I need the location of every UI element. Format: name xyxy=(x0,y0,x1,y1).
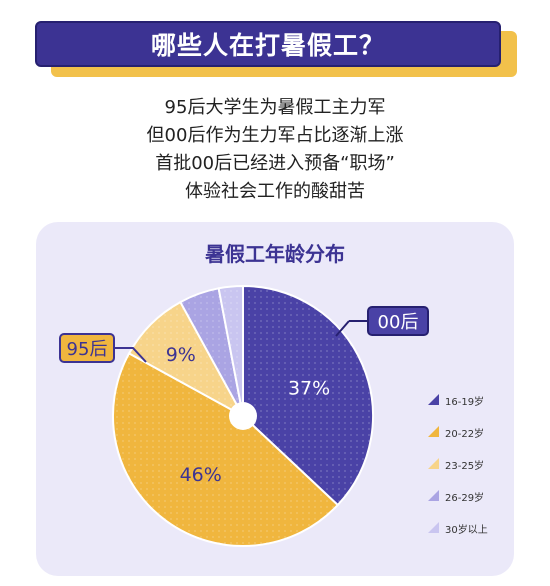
legend-label: 16-19岁 xyxy=(445,397,485,408)
legend-label: 23-25岁 xyxy=(445,461,485,472)
intro-text: 95后大学生为暑假工主力军 但00后作为生力军占比逐渐上涨 首批00后已经进入预… xyxy=(0,94,550,206)
pie-center-hole xyxy=(229,402,257,430)
legend-swatch xyxy=(428,426,439,437)
intro-line-3: 首批00后已经进入预备“职场” xyxy=(155,153,395,174)
pie-slice-texture xyxy=(112,353,338,547)
legend-swatch xyxy=(428,394,439,405)
legend-label: 30岁以上 xyxy=(445,525,488,536)
title-banner: 哪些人在打暑假工？ xyxy=(35,21,501,67)
legend-item-26-29: 26-29岁 xyxy=(428,488,528,504)
legend-label: 20-22岁 xyxy=(445,429,485,440)
legend-label: 26-29岁 xyxy=(445,493,485,504)
pie-value-label-23-25: 9% xyxy=(166,344,196,366)
legend-swatch xyxy=(428,522,439,533)
intro-line-2: 但00后作为生力军占比逐渐上涨 xyxy=(146,125,404,146)
callout-95: 95后 xyxy=(59,333,115,363)
pie-slice-texture xyxy=(180,288,243,416)
pie-value-label-20-22: 46% xyxy=(180,464,222,486)
intro-line-4: 体验社会工作的酸甜苦 xyxy=(185,181,365,202)
intro-line-1: 95后大学生为暑假工主力军 xyxy=(164,97,386,118)
legend-item-30-plus: 30岁以上 xyxy=(428,520,528,536)
chart-title: 暑假工年龄分布 xyxy=(205,242,345,266)
legend-item-23-25: 23-25岁 xyxy=(428,456,528,472)
legend-item-20-22: 20-22岁 xyxy=(428,424,528,440)
legend-item-16-19: 16-19岁 xyxy=(428,392,528,408)
leader-line-00-tail xyxy=(335,320,350,337)
legend-swatch xyxy=(428,490,439,501)
leader-line-95 xyxy=(115,347,147,363)
pie-value-label-16-19: 37% xyxy=(288,377,330,399)
callout-00: 00后 xyxy=(367,306,429,336)
page-title: 哪些人在打暑假工？ xyxy=(150,31,385,60)
legend-swatch xyxy=(428,458,439,469)
pie-slice-texture xyxy=(129,302,243,416)
pie-slice-texture xyxy=(243,286,374,505)
pie-slice-texture xyxy=(218,286,243,416)
